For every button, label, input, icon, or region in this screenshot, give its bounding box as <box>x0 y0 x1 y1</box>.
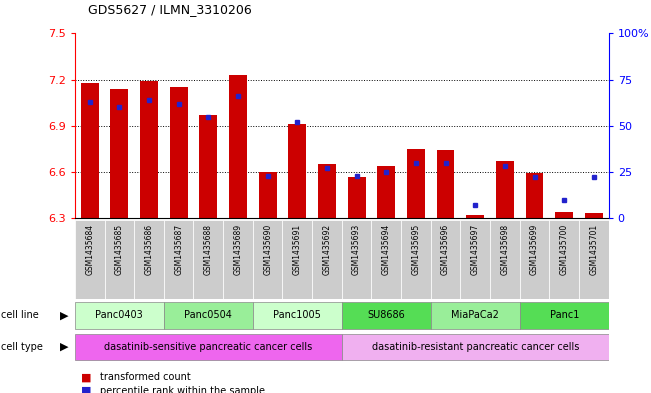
Text: percentile rank within the sample: percentile rank within the sample <box>100 386 264 393</box>
Bar <box>223 220 253 299</box>
Bar <box>81 83 98 218</box>
Bar <box>164 220 193 299</box>
Text: dasatinib-resistant pancreatic cancer cells: dasatinib-resistant pancreatic cancer ce… <box>372 342 579 352</box>
Text: GSM1435701: GSM1435701 <box>589 224 598 275</box>
Bar <box>342 334 609 360</box>
Bar <box>105 220 134 299</box>
Text: ■: ■ <box>81 372 92 382</box>
Text: GSM1435690: GSM1435690 <box>263 224 272 275</box>
Bar <box>579 220 609 299</box>
Bar <box>519 220 549 299</box>
Text: transformed count: transformed count <box>100 372 190 382</box>
Text: MiaPaCa2: MiaPaCa2 <box>451 310 499 320</box>
Text: GSM1435691: GSM1435691 <box>293 224 302 275</box>
Bar <box>466 215 484 218</box>
Bar <box>134 220 164 299</box>
Text: GSM1435686: GSM1435686 <box>145 224 154 275</box>
Bar <box>585 213 603 218</box>
Bar <box>431 302 519 329</box>
Text: cell line: cell line <box>1 310 39 320</box>
Bar <box>555 212 573 218</box>
Text: Panc1005: Panc1005 <box>273 310 321 320</box>
Text: SU8686: SU8686 <box>367 310 405 320</box>
Bar <box>549 220 579 299</box>
Text: GSM1435696: GSM1435696 <box>441 224 450 275</box>
Text: GSM1435694: GSM1435694 <box>381 224 391 275</box>
Bar <box>111 89 128 218</box>
Bar <box>75 334 342 360</box>
Bar <box>170 87 187 218</box>
Bar <box>460 220 490 299</box>
Text: ▶: ▶ <box>60 342 68 352</box>
Bar <box>253 302 342 329</box>
Text: GSM1435687: GSM1435687 <box>174 224 183 275</box>
Bar <box>253 220 283 299</box>
Bar <box>525 173 544 218</box>
Bar <box>199 115 217 218</box>
Text: Panc0403: Panc0403 <box>96 310 143 320</box>
Bar <box>378 166 395 218</box>
Bar <box>431 220 460 299</box>
Text: GDS5627 / ILMN_3310206: GDS5627 / ILMN_3310206 <box>88 3 252 16</box>
Text: ■: ■ <box>81 386 92 393</box>
Bar <box>437 151 454 218</box>
Bar <box>496 161 514 218</box>
Text: GSM1435698: GSM1435698 <box>501 224 509 275</box>
Text: GSM1435695: GSM1435695 <box>411 224 421 275</box>
Bar <box>372 220 401 299</box>
Bar <box>348 176 365 218</box>
Bar <box>407 149 425 218</box>
Text: GSM1435697: GSM1435697 <box>471 224 480 275</box>
Bar <box>318 164 336 218</box>
Text: GSM1435700: GSM1435700 <box>560 224 569 275</box>
Text: GSM1435689: GSM1435689 <box>234 224 242 275</box>
Bar <box>193 220 223 299</box>
Bar <box>140 81 158 218</box>
Text: GSM1435685: GSM1435685 <box>115 224 124 275</box>
Bar <box>75 302 164 329</box>
Text: Panc1: Panc1 <box>549 310 579 320</box>
Bar <box>283 220 312 299</box>
Bar <box>342 220 372 299</box>
Bar <box>75 220 105 299</box>
Text: ▶: ▶ <box>60 310 68 320</box>
Text: dasatinib-sensitive pancreatic cancer cells: dasatinib-sensitive pancreatic cancer ce… <box>104 342 312 352</box>
Bar <box>342 302 431 329</box>
Text: GSM1435684: GSM1435684 <box>85 224 94 275</box>
Bar <box>401 220 431 299</box>
Text: GSM1435692: GSM1435692 <box>322 224 331 275</box>
Bar <box>258 172 277 218</box>
Bar <box>490 220 519 299</box>
Bar <box>519 302 609 329</box>
Bar <box>164 302 253 329</box>
Text: GSM1435699: GSM1435699 <box>530 224 539 275</box>
Bar <box>312 220 342 299</box>
Bar <box>288 124 306 218</box>
Text: GSM1435688: GSM1435688 <box>204 224 213 275</box>
Bar <box>229 75 247 218</box>
Text: GSM1435693: GSM1435693 <box>352 224 361 275</box>
Text: Panc0504: Panc0504 <box>184 310 232 320</box>
Text: cell type: cell type <box>1 342 43 352</box>
